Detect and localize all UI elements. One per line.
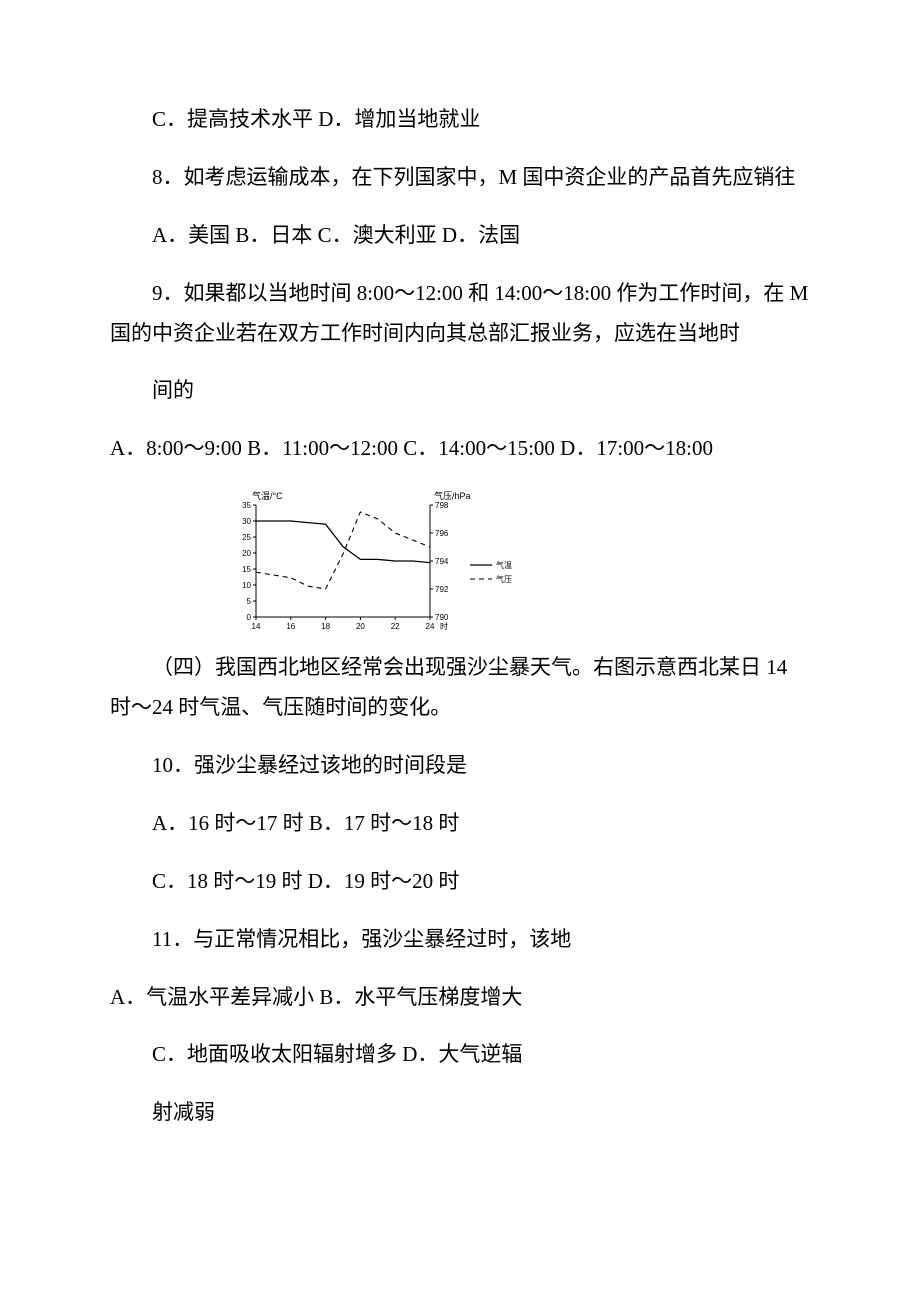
svg-text:气温: 气温: [496, 560, 512, 570]
svg-text:796: 796: [435, 529, 449, 538]
q8-stem: 8．如考虑运输成本，在下列国家中，M 国中资企业的产品首先应销往: [110, 158, 810, 198]
svg-text:气温/°C: 气温/°C: [252, 490, 283, 501]
svg-text:794: 794: [435, 557, 449, 566]
svg-text:25: 25: [242, 533, 251, 542]
svg-text:16: 16: [286, 622, 295, 631]
svg-text:20: 20: [356, 622, 365, 631]
q8-options: A．美国 B．日本 C．澳大利亚 D．法国: [110, 216, 810, 256]
q11-options-c: C．地面吸收太阳辐射增多 D．大气逆辐: [110, 1035, 810, 1075]
svg-text:24: 24: [426, 622, 435, 631]
q9-stem-cont: 间的: [110, 371, 810, 411]
q10-stem: 10．强沙尘暴经过该地的时间段是: [110, 746, 810, 786]
q7-options-cd: C．提高技术水平 D．增加当地就业: [110, 100, 810, 140]
svg-text:5: 5: [247, 597, 252, 606]
q10-options-cd: C．18 时～19 时 D．19 时～20 时: [110, 862, 810, 902]
svg-text:792: 792: [435, 585, 449, 594]
q9-stem: 9．如果都以当地时间 8:00～12:00 和 14:00～18:00 作为工作…: [110, 274, 810, 354]
svg-text:18: 18: [321, 622, 330, 631]
svg-text:10: 10: [242, 581, 251, 590]
q10-options-ab: A．16 时～17 时 B．17 时～18 时: [110, 804, 810, 844]
section4-intro: （四）我国西北地区经常会出现强沙尘暴天气。右图示意西北某日 14 时～24 时气…: [110, 648, 810, 728]
svg-text:时: 时: [440, 621, 448, 631]
svg-text:气压: 气压: [496, 574, 512, 584]
q11-stem: 11．与正常情况相比，强沙尘暴经过时，该地: [110, 920, 810, 960]
svg-text:14: 14: [252, 622, 261, 631]
svg-text:35: 35: [242, 501, 251, 510]
svg-text:798: 798: [435, 501, 449, 510]
svg-text:22: 22: [391, 622, 400, 631]
temp-pressure-chart: 气温/°C 气压/hPa 0 5 10 15 20 25 30 35 790 792 794 796 798…: [220, 487, 540, 637]
svg-text:20: 20: [242, 549, 251, 558]
q11-options-d: 射减弱: [110, 1093, 810, 1133]
q9-options: A．8:00～9:00 B．11:00～12:00 C．14:00～15:00 …: [110, 429, 810, 469]
svg-text:气压/hPa: 气压/hPa: [434, 490, 471, 501]
chart-container: 气温/°C 气压/hPa 0 5 10 15 20 25 30 35 790 792 794 796 798…: [220, 487, 810, 642]
svg-text:790: 790: [435, 613, 449, 622]
svg-text:0: 0: [247, 613, 252, 622]
q11-options-ab: A．气温水平差异减小 B．水平气压梯度增大: [110, 978, 810, 1018]
svg-text:30: 30: [242, 517, 251, 526]
svg-text:15: 15: [242, 565, 251, 574]
